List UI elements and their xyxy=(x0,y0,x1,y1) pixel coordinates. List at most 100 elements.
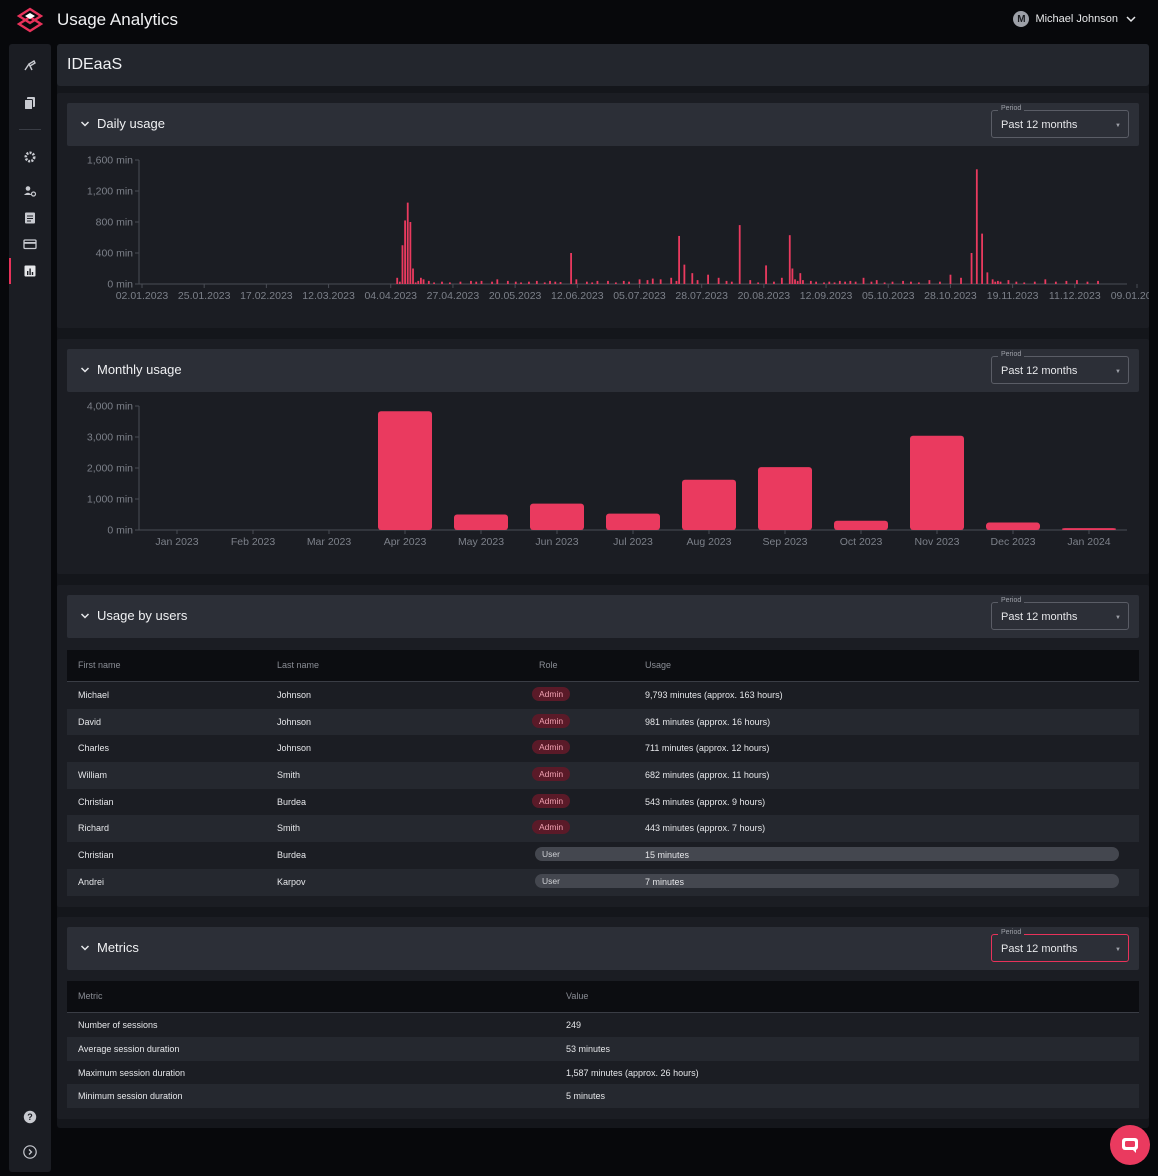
daily-bar[interactable] xyxy=(917,282,920,284)
metrics-header[interactable]: Metrics Period Past 12 months ▼ xyxy=(67,927,1139,970)
daily-bar[interactable] xyxy=(491,281,493,284)
monthly-bar[interactable] xyxy=(758,467,812,530)
daily-bar[interactable] xyxy=(738,225,741,284)
daily-bar[interactable] xyxy=(470,280,472,284)
monthly-bar[interactable] xyxy=(530,503,584,530)
daily-bar[interactable] xyxy=(849,280,852,284)
daily-bar[interactable] xyxy=(404,220,407,284)
sidebar-item-billing[interactable] xyxy=(21,235,39,253)
sidebar-help[interactable]: ? xyxy=(21,1108,39,1126)
sidebar-item-logs[interactable] xyxy=(21,209,39,227)
daily-bar[interactable] xyxy=(651,278,654,284)
daily-bar[interactable] xyxy=(607,280,609,284)
daily-bar[interactable] xyxy=(433,282,435,284)
usage-by-users-header[interactable]: Usage by users Period Past 12 months ▼ xyxy=(67,595,1139,638)
user-menu[interactable]: M Michael Johnson xyxy=(1013,11,1138,27)
chat-button[interactable] xyxy=(1110,1125,1150,1165)
daily-bar[interactable] xyxy=(862,277,865,284)
daily-bar[interactable] xyxy=(528,281,530,284)
daily-bar[interactable] xyxy=(670,277,673,284)
daily-bar[interactable] xyxy=(883,282,886,284)
daily-bar[interactable] xyxy=(570,253,572,284)
daily-bar[interactable] xyxy=(875,280,878,284)
monthly-bar[interactable] xyxy=(606,513,660,530)
daily-bar[interactable] xyxy=(891,281,894,284)
daily-bar[interactable] xyxy=(799,273,802,284)
monthly-bar[interactable] xyxy=(834,520,888,530)
daily-bar[interactable] xyxy=(475,281,478,284)
daily-bar[interactable] xyxy=(902,280,904,284)
column-header-role[interactable]: Role xyxy=(539,660,558,670)
daily-bar[interactable] xyxy=(622,280,625,284)
sidebar-item-settings[interactable] xyxy=(21,148,39,166)
monthly-bar[interactable] xyxy=(682,479,736,530)
daily-bar[interactable] xyxy=(427,280,430,284)
daily-bar[interactable] xyxy=(1086,281,1089,284)
daily-bar[interactable] xyxy=(628,281,630,284)
daily-period-select[interactable]: Period Past 12 months ▼ xyxy=(991,105,1129,138)
daily-bar[interactable] xyxy=(828,281,831,284)
daily-bar[interactable] xyxy=(970,253,973,284)
daily-bar[interactable] xyxy=(749,280,752,284)
daily-bar[interactable] xyxy=(496,279,499,284)
daily-bar[interactable] xyxy=(675,280,678,284)
daily-bar[interactable] xyxy=(417,280,420,284)
daily-bar[interactable] xyxy=(1044,279,1047,284)
daily-bar[interactable] xyxy=(1097,280,1099,284)
daily-bar[interactable] xyxy=(838,280,841,284)
daily-bar[interactable] xyxy=(997,280,999,284)
daily-bar[interactable] xyxy=(398,281,401,284)
daily-bar[interactable] xyxy=(414,282,417,284)
sidebar-item-documents[interactable] xyxy=(21,94,39,112)
daily-bar[interactable] xyxy=(725,280,728,284)
daily-bar[interactable] xyxy=(406,202,409,284)
sidebar-item-workspaces[interactable] xyxy=(21,56,39,74)
daily-bar[interactable] xyxy=(520,282,522,284)
daily-bar[interactable] xyxy=(691,273,694,284)
monthly-bar[interactable] xyxy=(986,522,1040,530)
daily-bar[interactable] xyxy=(999,281,1002,284)
table-row[interactable]: Christian Burdea Admin 543 minutes (approx.… xyxy=(67,789,1139,816)
daily-bar[interactable] xyxy=(401,245,404,284)
column-header-usage[interactable]: Usage xyxy=(645,660,672,670)
daily-bar[interactable] xyxy=(1054,281,1057,284)
daily-bar[interactable] xyxy=(683,264,686,284)
sidebar-expand[interactable] xyxy=(21,1143,39,1161)
daily-bar[interactable] xyxy=(543,282,546,284)
daily-bar[interactable] xyxy=(986,272,989,284)
daily-bar[interactable] xyxy=(549,280,551,284)
daily-bar[interactable] xyxy=(791,268,794,285)
daily-bar[interactable] xyxy=(1023,282,1026,284)
daily-bar[interactable] xyxy=(949,274,952,284)
daily-bar[interactable] xyxy=(585,281,588,284)
logo-icon[interactable] xyxy=(16,6,44,34)
daily-bar[interactable] xyxy=(559,282,562,284)
daily-bar[interactable] xyxy=(796,280,799,284)
table-row[interactable]: Richard Smith Admin 443 minutes (approx. 7 … xyxy=(67,815,1139,843)
daily-bar[interactable] xyxy=(765,265,767,284)
daily-bar[interactable] xyxy=(396,277,399,284)
sidebar-item-usage-analytics[interactable] xyxy=(21,262,39,280)
daily-bar[interactable] xyxy=(928,280,931,284)
table-row[interactable]: William Smith Admin 682 minutes (approx. 11… xyxy=(67,762,1139,789)
daily-bar[interactable] xyxy=(412,268,414,285)
daily-bar[interactable] xyxy=(780,277,783,284)
daily-bar[interactable] xyxy=(638,279,641,284)
daily-bar[interactable] xyxy=(591,282,594,284)
monthly-bar[interactable] xyxy=(378,411,432,530)
daily-bar[interactable] xyxy=(854,281,857,284)
sidebar-item-user-settings[interactable] xyxy=(21,182,39,200)
daily-bar[interactable] xyxy=(757,282,760,284)
daily-bar[interactable] xyxy=(1065,280,1068,284)
daily-bar[interactable] xyxy=(730,281,733,284)
daily-bar[interactable] xyxy=(480,280,483,284)
daily-bar[interactable] xyxy=(420,277,422,284)
daily-bar[interactable] xyxy=(646,280,649,284)
daily-bar[interactable] xyxy=(717,277,720,284)
monthly-bar[interactable] xyxy=(1062,528,1116,530)
daily-bar[interactable] xyxy=(448,282,451,284)
daily-bar[interactable] xyxy=(514,281,517,284)
daily-bar[interactable] xyxy=(981,233,983,284)
daily-bar[interactable] xyxy=(696,280,699,284)
daily-bar[interactable] xyxy=(422,279,425,284)
